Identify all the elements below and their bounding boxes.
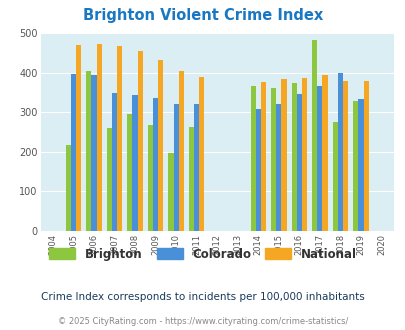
Bar bbox=[358, 99, 362, 231]
Bar bbox=[322, 75, 327, 231]
Bar bbox=[158, 60, 163, 231]
Bar bbox=[96, 44, 101, 231]
Bar bbox=[194, 104, 199, 231]
Bar bbox=[86, 71, 91, 231]
Bar bbox=[291, 83, 296, 231]
Bar bbox=[271, 88, 275, 231]
Bar bbox=[199, 77, 204, 231]
Bar bbox=[255, 109, 260, 231]
Bar bbox=[296, 94, 301, 231]
Bar bbox=[112, 93, 117, 231]
Bar bbox=[91, 75, 96, 231]
Text: Crime Index corresponds to incidents per 100,000 inhabitants: Crime Index corresponds to incidents per… bbox=[41, 292, 364, 302]
Bar bbox=[362, 81, 368, 231]
Bar bbox=[132, 95, 137, 231]
Bar bbox=[117, 46, 122, 231]
Bar bbox=[260, 82, 265, 231]
Bar bbox=[178, 71, 183, 231]
Bar bbox=[76, 45, 81, 231]
Bar bbox=[147, 125, 153, 231]
Bar bbox=[281, 79, 286, 231]
Bar bbox=[107, 128, 112, 231]
Bar bbox=[250, 86, 255, 231]
Bar bbox=[301, 78, 306, 231]
Bar bbox=[317, 86, 322, 231]
Bar bbox=[342, 81, 347, 231]
Bar bbox=[173, 104, 178, 231]
Bar bbox=[71, 74, 76, 231]
Bar bbox=[275, 104, 281, 231]
Bar bbox=[137, 51, 143, 231]
Bar bbox=[188, 127, 194, 231]
Text: © 2025 CityRating.com - https://www.cityrating.com/crime-statistics/: © 2025 CityRating.com - https://www.city… bbox=[58, 317, 347, 326]
Bar bbox=[352, 101, 358, 231]
Bar bbox=[153, 98, 158, 231]
Bar bbox=[332, 122, 337, 231]
Text: Brighton Violent Crime Index: Brighton Violent Crime Index bbox=[83, 8, 322, 23]
Bar bbox=[311, 40, 317, 231]
Legend: Brighton, Colorado, National: Brighton, Colorado, National bbox=[49, 248, 356, 261]
Bar bbox=[127, 114, 132, 231]
Bar bbox=[168, 153, 173, 231]
Bar bbox=[66, 145, 71, 231]
Bar bbox=[337, 73, 342, 231]
